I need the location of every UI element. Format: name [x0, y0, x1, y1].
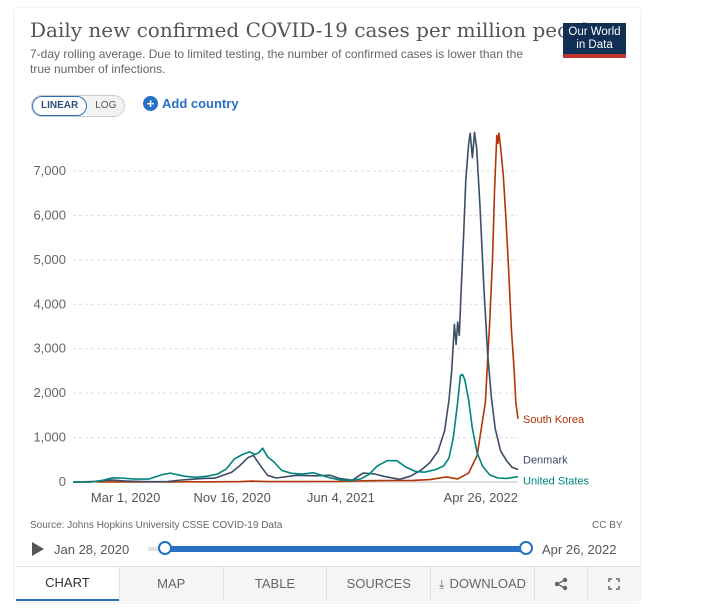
scale-toggle: LINEAR LOG — [31, 95, 126, 117]
series-line — [73, 373, 519, 483]
y-tick-label: 1,000 — [33, 430, 66, 445]
timeline-start-handle[interactable] — [158, 541, 172, 555]
tab-sources[interactable]: SOURCES — [326, 567, 431, 601]
chart-title: Daily new confirmed COVID-19 cases per m… — [30, 18, 601, 42]
x-tick-label: Nov 16, 2020 — [194, 490, 271, 505]
y-tick-label: 2,000 — [33, 385, 66, 400]
fullscreen-icon — [608, 578, 620, 590]
y-tick-label: 0 — [59, 474, 66, 489]
timeline-slider: Jan 28, 2020 Apr 26, 2022 — [30, 538, 630, 560]
series-line — [73, 131, 519, 483]
y-tick-label: 5,000 — [33, 252, 66, 267]
tab-table[interactable]: TABLE — [222, 567, 327, 601]
add-country-label: Add country — [162, 96, 239, 111]
linear-scale-button[interactable]: LINEAR — [32, 96, 88, 116]
y-tick-label: 6,000 — [33, 207, 66, 222]
series-label: South Korea — [523, 414, 585, 426]
x-tick-label: Jun 4, 2021 — [307, 490, 375, 505]
timeline-end-label: Apr 26, 2022 — [542, 542, 617, 557]
timeline-start-label: Jan 28, 2020 — [54, 542, 130, 557]
timeline-range — [166, 546, 526, 552]
logo-line1: Our World — [568, 26, 621, 38]
line-chart: 0 1,000 2,000 3,000 4,000 5,000 6,000 7,000 Mar … — [33, 131, 590, 505]
tab-map[interactable]: MAP — [118, 567, 223, 601]
series-label: United States — [523, 476, 590, 488]
y-tick-label: 3,000 — [33, 341, 66, 356]
share-icon — [554, 577, 568, 591]
y-tick-label: 4,000 — [33, 296, 66, 311]
series-label: Denmark — [523, 455, 568, 467]
timeline-end-handle[interactable] — [519, 541, 533, 555]
add-country-button[interactable]: + Add country — [143, 96, 239, 111]
license-link[interactable]: CC BY — [592, 520, 623, 531]
series-line — [72, 132, 519, 483]
chart-subtitle: 7-day rolling average. Due to limited te… — [30, 47, 523, 76]
download-icon: ⤓ — [439, 577, 445, 591]
y-tick-label: 7,000 — [33, 163, 66, 178]
download-label: DOWNLOAD — [449, 576, 527, 591]
tab-download[interactable]: ⤓ DOWNLOAD — [430, 567, 534, 601]
plus-icon: + — [143, 96, 158, 111]
x-tick-label: Mar 1, 2020 — [91, 490, 160, 505]
tab-chart[interactable]: CHART — [16, 567, 119, 601]
tab-bar: CHART MAP TABLE SOURCES ⤓ DOWNLOAD — [16, 566, 640, 601]
log-scale-button[interactable]: LOG — [87, 96, 125, 116]
source-note: Source: Johns Hopkins University CSSE CO… — [30, 520, 283, 531]
owid-logo[interactable]: Our World in Data — [563, 23, 626, 58]
x-tick-label: Apr 26, 2022 — [444, 490, 518, 505]
share-button[interactable] — [533, 567, 587, 601]
fullscreen-button[interactable] — [586, 567, 640, 601]
play-icon[interactable] — [32, 542, 44, 556]
logo-line2: in Data — [576, 39, 613, 51]
